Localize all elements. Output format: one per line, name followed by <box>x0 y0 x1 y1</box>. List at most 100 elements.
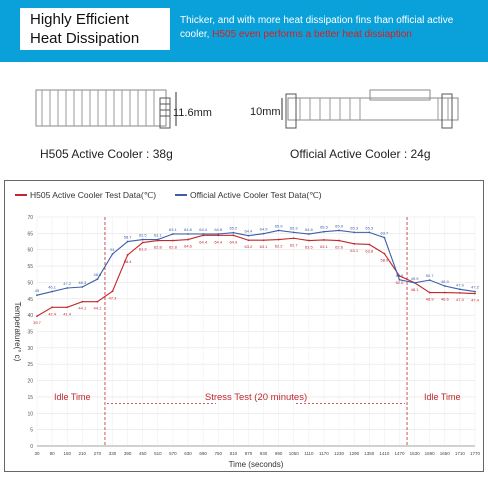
header-banner: Highly Efficient Heat Dissipation Thicke… <box>0 0 488 62</box>
data-point <box>443 285 446 287</box>
data-label: 63.7 <box>380 231 389 236</box>
data-label: 44.1 <box>78 306 87 311</box>
y-tick-label: 35 <box>27 330 33 336</box>
x-tick-label: 270 <box>94 451 102 456</box>
data-point <box>338 239 340 242</box>
x-tick-label: 1290 <box>349 451 360 456</box>
data-point <box>217 234 220 237</box>
official-cooler-label: Official Active Cooler : 24g <box>290 147 431 161</box>
data-point <box>292 231 295 234</box>
data-point <box>398 278 401 281</box>
data-label: 39.7 <box>33 320 42 325</box>
official-dimension: 10mm <box>250 106 281 118</box>
data-point <box>338 229 340 232</box>
data-label: 64.8 <box>305 227 314 232</box>
x-tick-label: 690 <box>199 451 207 456</box>
x-tick-label: 210 <box>79 451 87 456</box>
data-label: 51 <box>110 247 115 252</box>
data-point <box>66 287 69 289</box>
legend-label: H505 Active Cooler Test Data(℃) <box>30 190 156 200</box>
data-point <box>368 243 371 246</box>
y-tick-label: 20 <box>27 379 33 385</box>
banner-description: Thicker, and with more heat dissipation … <box>180 14 480 42</box>
y-tick-label: 15 <box>27 395 33 401</box>
y-tick-label: 25 <box>27 362 33 368</box>
data-point <box>474 292 476 295</box>
data-point <box>307 233 310 235</box>
x-tick-labels: 30 90 150 210 270 330 390 450 510 570 630 690 750 810… <box>34 451 480 456</box>
legend-label: Official Active Cooler Test Data(℃) <box>190 190 322 200</box>
data-point <box>262 239 265 242</box>
y-tick-label: 45 <box>27 297 33 303</box>
data-label: 50.8 <box>396 273 405 278</box>
data-point <box>292 237 295 240</box>
data-label: 48.6 <box>94 272 103 277</box>
h505-dimension: 11.6mm <box>173 107 212 119</box>
data-point <box>66 306 69 309</box>
data-point <box>81 286 84 288</box>
stress-test-label: Stress Test (20 minutes) <box>205 392 307 403</box>
x-tick-label: 1110 <box>304 451 314 456</box>
data-point <box>217 233 220 235</box>
data-point <box>443 291 446 294</box>
data-point <box>277 238 280 241</box>
h505-cooler-label: H505 Active Cooler : 38g <box>40 147 173 161</box>
idle-time-left-label: Idle Time <box>54 392 91 402</box>
data-point <box>126 240 129 243</box>
data-label: 63.1 <box>260 244 269 249</box>
chart-legend: H505 Active Cooler Test Data(℃) Official … <box>15 190 322 200</box>
chart-frame: 0 5 10 15 20 25 30 35 40 45 50 55 60 65 70 30 90 150 210 2… <box>4 180 484 472</box>
data-point <box>458 291 461 294</box>
data-point <box>323 239 325 241</box>
x-tick-label: 330 <box>109 451 117 456</box>
x-tick-label: 1350 <box>364 451 375 456</box>
official-cooler-drawing <box>281 89 459 129</box>
data-point <box>383 236 386 239</box>
data-point <box>96 278 99 281</box>
data-point <box>262 232 265 235</box>
data-label: 47.2 <box>471 285 480 290</box>
data-label: 63.1 <box>154 233 163 238</box>
data-point <box>323 230 325 233</box>
data-point <box>277 229 280 232</box>
data-point <box>247 239 250 242</box>
data-label: 64.4 <box>199 239 208 244</box>
data-point <box>81 300 84 303</box>
data-point <box>51 306 54 309</box>
data-label: 63.1 <box>350 248 359 253</box>
data-label: 46.1 <box>48 285 57 290</box>
data-label: 63.5 <box>305 245 314 250</box>
x-tick-label: 930 <box>260 451 268 456</box>
data-label: 62.2 <box>275 244 284 249</box>
data-point <box>474 290 476 293</box>
data-point <box>307 239 310 242</box>
x-axis-label: Time (seconds) <box>229 460 284 469</box>
data-point <box>202 233 205 235</box>
x-tick-label: 870 <box>245 451 253 456</box>
data-point <box>172 239 174 242</box>
title-line-2: Heat Dissipation <box>30 30 140 47</box>
y-axis-label: Temperature(° c) <box>13 302 22 362</box>
data-label: 48.9 <box>426 297 435 302</box>
data-label: 47.3 <box>109 295 118 300</box>
y-tick-label: 0 <box>30 444 33 450</box>
data-label: 46.6 <box>441 297 450 302</box>
data-label: 48.1 <box>411 287 420 292</box>
data-label: 64.4 <box>214 239 223 244</box>
data-point <box>232 231 235 234</box>
data-point <box>368 231 371 234</box>
data-label: 65.3 <box>290 225 299 230</box>
data-label: 62.8 <box>154 245 163 250</box>
y-tick-label: 5 <box>30 428 33 434</box>
x-tick-label: 990 <box>275 451 283 456</box>
y-tick-label: 50 <box>27 280 33 286</box>
data-point <box>172 233 174 235</box>
x-tick-label: 1590 <box>425 451 436 456</box>
data-label: 63.8 <box>365 248 374 253</box>
data-point <box>353 231 356 234</box>
data-label: 45 <box>35 288 40 293</box>
data-label: 64.4 <box>199 227 208 232</box>
y-tick-label: 65 <box>27 231 33 237</box>
x-tick-label: 1770 <box>470 451 481 456</box>
data-label: 61.2 <box>139 247 148 252</box>
